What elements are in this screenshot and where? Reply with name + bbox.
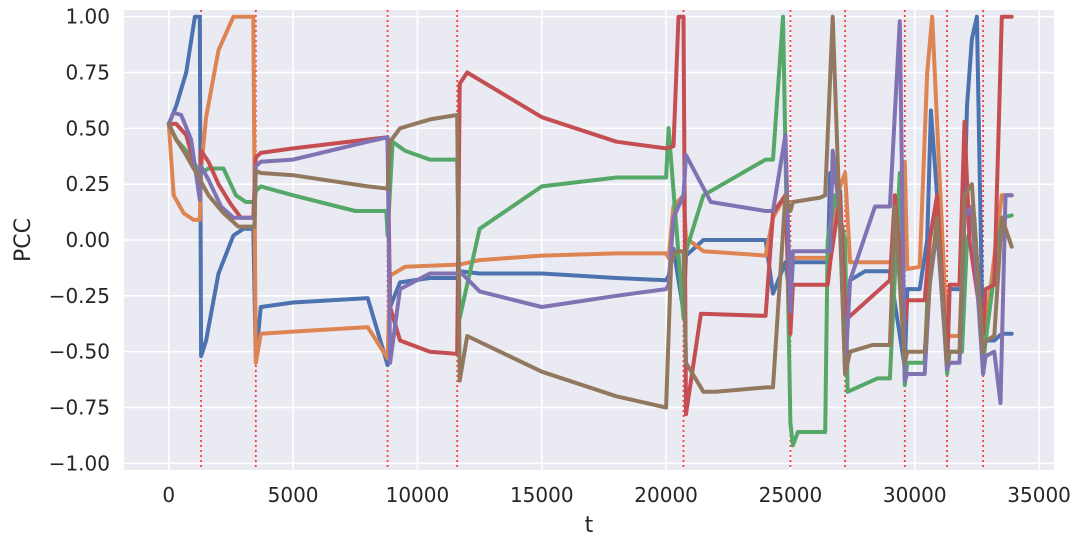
y-tick-label: 0.25 <box>65 172 110 196</box>
series-line-6 <box>166 14 1014 410</box>
y-tick-label: −0.25 <box>49 284 110 308</box>
y-tick-label: −1.00 <box>49 451 110 475</box>
y-tick-label: −0.75 <box>49 395 110 419</box>
x-tick-label: 10000 <box>386 483 450 507</box>
x-tick-label: 0 <box>162 483 175 507</box>
x-tick-label: 25000 <box>759 483 823 507</box>
y-tick-label: 0.00 <box>65 228 110 252</box>
x-tick-label: 35000 <box>1007 483 1071 507</box>
y-tick-label: −0.50 <box>49 340 110 364</box>
y-axis-label: PCC <box>11 218 36 262</box>
x-tick-labels: 0 5000 10000 15000 20000 25000 30000 35000 <box>162 483 1071 507</box>
y-tick-label: 1.00 <box>65 5 110 29</box>
x-tick-label: 30000 <box>883 483 947 507</box>
x-tick-label: 20000 <box>634 483 698 507</box>
y-tick-label: 0.75 <box>65 61 110 85</box>
series-lines <box>166 14 1014 448</box>
y-tick-labels: 1.00 0.75 0.50 0.25 0.00 −0.25 −0.50 −0.75 −1.00 <box>49 5 110 476</box>
x-tick-label: 15000 <box>510 483 574 507</box>
series-line-5 <box>166 19 1014 405</box>
x-tick-label: 5000 <box>268 483 319 507</box>
x-axis-label: t <box>585 513 594 538</box>
y-tick-label: 0.50 <box>65 116 110 140</box>
